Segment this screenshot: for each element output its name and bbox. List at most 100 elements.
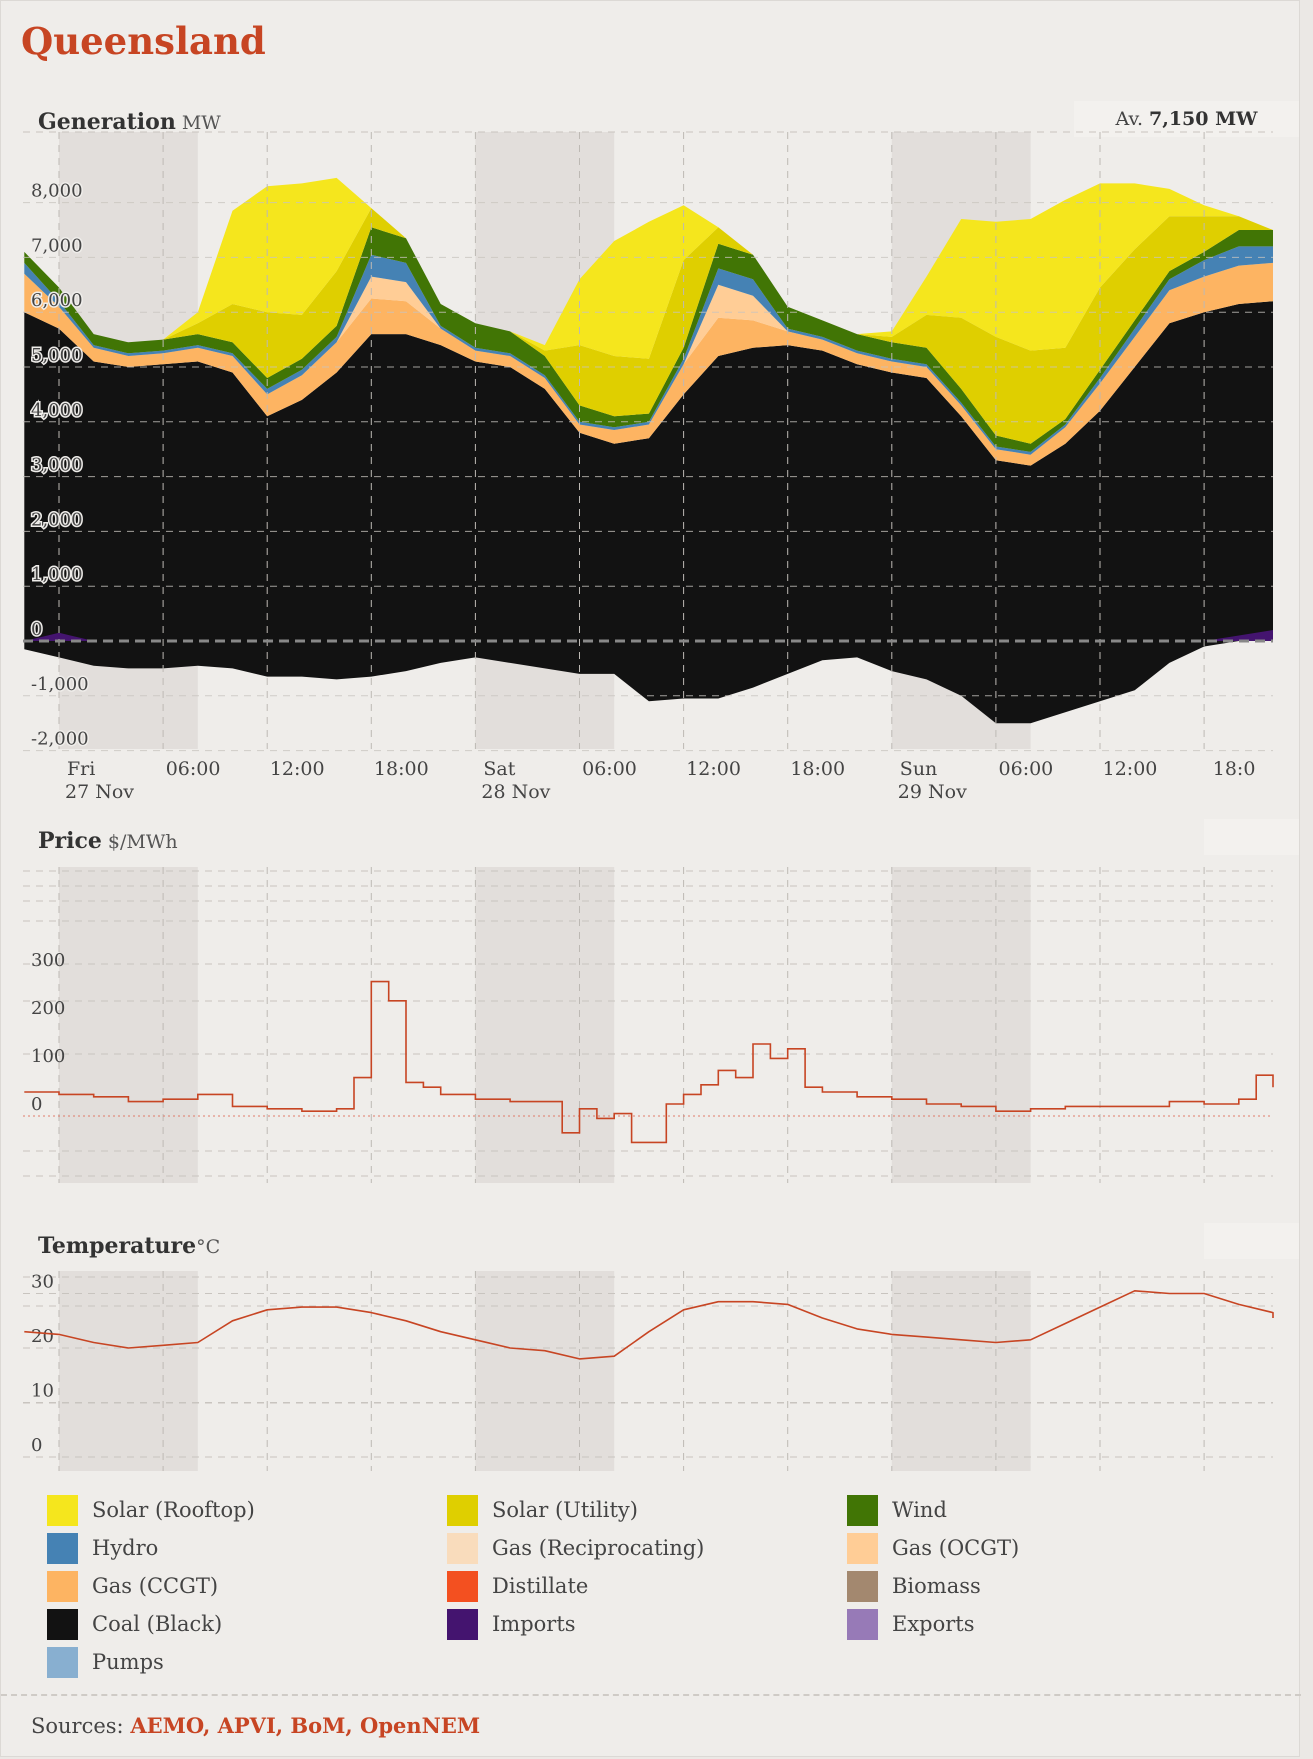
y-tick-label: 0 (31, 1094, 42, 1115)
y-tick-label: 6,000 (31, 290, 83, 311)
legend-swatch (47, 1608, 78, 1640)
legend-swatch (447, 1608, 478, 1640)
legend-swatch (47, 1646, 78, 1678)
legend-item-distillate[interactable]: Distillate (447, 1570, 847, 1602)
legend-swatch (447, 1532, 478, 1564)
temperature-title: Temperature°C (38, 1233, 221, 1259)
sources: Sources: AEMO, APVI, BoM, OpenNEM (31, 1713, 481, 1738)
night-shading (475, 867, 615, 1183)
legend-swatch (447, 1570, 478, 1602)
generation-chart[interactable]: 8,000 7,000 6,000 5,000 4,000 3,000 2,000 1,000… (1, 1, 1301, 811)
legend-item-imports[interactable]: Imports (447, 1608, 847, 1640)
night-shading (891, 867, 1031, 1183)
area-solar-rooftop- (24, 177, 1273, 359)
sources-label: Sources: (31, 1714, 124, 1738)
night-shading (475, 1271, 615, 1471)
average-generation-box: Av. 7,150 MW (1074, 101, 1299, 137)
source-link-bom[interactable]: BoM (290, 1713, 346, 1738)
x-tick-label: 18:00 (790, 758, 845, 780)
y-tick-label: 4,000 (31, 400, 83, 421)
legend-swatch (47, 1570, 78, 1602)
y-tick-label: 20 (31, 1326, 54, 1347)
y-tick-label: 3,000 (31, 455, 83, 476)
legend-label: Gas (OCGT) (892, 1536, 1020, 1560)
legend-item-coal-black[interactable]: Coal (Black) (47, 1608, 447, 1640)
y-tick-label: 200 (31, 998, 65, 1019)
night-shading (59, 1271, 198, 1471)
legend-label: Gas (CCGT) (92, 1574, 219, 1598)
price-title: Price $/MWh (38, 828, 178, 854)
temperature-unit: °C (196, 1236, 221, 1258)
legend-label: Coal (Black) (92, 1612, 223, 1636)
y-tick-label: 1,000 (31, 564, 83, 585)
generation-unit: MW (181, 112, 221, 134)
legend-item-biomass[interactable]: Biomass (847, 1570, 1247, 1602)
x-tick-label: 06:00 (582, 758, 637, 780)
x-tick-label: Sun (900, 758, 938, 780)
source-link-aemo[interactable]: AEMO (130, 1713, 203, 1738)
y-tick-label: 0 (31, 1435, 42, 1456)
price-line (24, 980, 1274, 1144)
x-tick-label: 12:00 (270, 758, 325, 780)
area-exports (24, 641, 1273, 724)
y-tick-label: 5,000 (31, 345, 83, 366)
area-wind (24, 227, 1273, 452)
x-tick-sublabel: 27 Nov (65, 781, 134, 803)
legend-label: Exports (892, 1612, 975, 1636)
legend-item-hydro[interactable]: Hydro (47, 1532, 447, 1564)
legend-label: Biomass (892, 1574, 981, 1598)
legend-swatch (47, 1532, 78, 1564)
legend-swatch (847, 1570, 878, 1602)
legend-swatch (847, 1608, 878, 1640)
temperature-readout-box (1204, 1223, 1299, 1259)
average-value: 7,150 MW (1149, 108, 1258, 130)
source-link-opennem[interactable]: OpenNEM (360, 1713, 481, 1738)
legend-swatch (447, 1494, 478, 1526)
y-tick-label: 300 (31, 950, 65, 971)
y-tick-label: 100 (31, 1046, 65, 1067)
night-shading (891, 1271, 1031, 1471)
legend-item-gas-ccgt[interactable]: Gas (CCGT) (47, 1570, 447, 1602)
x-tick-label: 12:00 (686, 758, 741, 780)
x-tick-label: Sat (483, 758, 515, 780)
legend-label: Wind (892, 1498, 947, 1522)
x-tick-label: Fri (67, 758, 95, 780)
legend-item-pumps[interactable]: Pumps (47, 1646, 447, 1678)
x-tick-label: 18:0 (1213, 758, 1256, 780)
y-tick-label: -1,000 (31, 674, 89, 695)
legend-item-solar-utility[interactable]: Solar (Utility) (447, 1494, 847, 1526)
legend-label: Distillate (492, 1574, 589, 1598)
legend-item-solar-rooftop[interactable]: Solar (Rooftop) (47, 1494, 447, 1526)
legend: Solar (Rooftop) Solar (Utility) Wind Hyd… (47, 1494, 1257, 1678)
y-tick-label: 30 (31, 1272, 54, 1293)
y-tick-label: 2,000 (31, 509, 83, 530)
area-gas-ccgt- (24, 262, 1273, 466)
legend-label: Hydro (92, 1536, 159, 1560)
area-solar-utility- (24, 208, 1273, 444)
legend-swatch (847, 1494, 878, 1526)
y-tick-label: 7,000 (31, 235, 83, 256)
legend-swatch (47, 1494, 78, 1526)
legend-item-wind[interactable]: Wind (847, 1494, 1247, 1526)
legend-label: Pumps (92, 1650, 164, 1674)
x-tick-label: 06:00 (166, 758, 221, 780)
average-label: Av. (1115, 108, 1143, 130)
region-title: Queensland (21, 19, 266, 63)
legend-label: Solar (Utility) (492, 1498, 638, 1522)
legend-item-gas-reciprocating[interactable]: Gas (Reciprocating) (447, 1532, 847, 1564)
x-tick-label: 12:00 (1103, 758, 1158, 780)
footer-divider (1, 1694, 1301, 1696)
price-unit: $/MWh (107, 831, 178, 853)
x-tick-label: 06:00 (999, 758, 1054, 780)
legend-label: Gas (Reciprocating) (492, 1536, 705, 1560)
source-link-apvi[interactable]: APVI (217, 1713, 276, 1738)
y-tick-label: -2,000 (31, 729, 89, 750)
night-shading (59, 867, 198, 1183)
x-tick-sublabel: 28 Nov (481, 781, 550, 803)
y-tick-label: 10 (31, 1381, 54, 1402)
x-tick-label: 18:00 (374, 758, 429, 780)
legend-item-gas-ocgt[interactable]: Gas (OCGT) (847, 1532, 1247, 1564)
y-tick-label: 0 (31, 619, 42, 640)
legend-item-exports[interactable]: Exports (847, 1608, 1247, 1640)
